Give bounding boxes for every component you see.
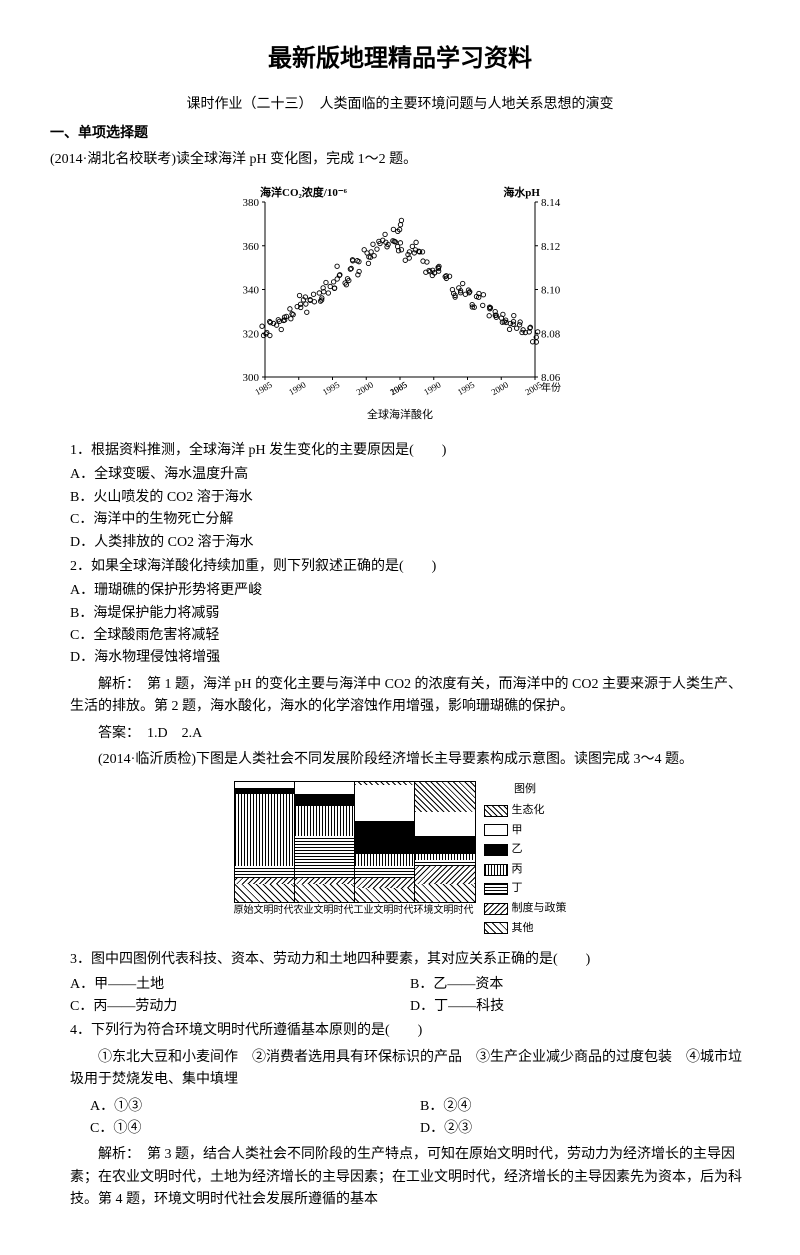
svg-text:8.10: 8.10 — [541, 284, 561, 296]
q1-option-c: C．海洋中的生物死亡分解 — [70, 509, 750, 531]
svg-text:340: 340 — [243, 284, 260, 296]
svg-text:380: 380 — [243, 197, 260, 209]
q1-option-d: D．人类排放的 CO2 溶于海水 — [70, 532, 750, 554]
stacked-bar-chart: 原始文明时代农业文明时代工业文明时代环境文明时代 图例 生态化甲乙丙丁制度与政策… — [50, 781, 750, 939]
q3-option-d: D．丁——科技 — [410, 996, 750, 1018]
q2-option-a: A．珊瑚礁的保护形势将更严峻 — [70, 580, 750, 602]
q2-option-b: B．海堤保护能力将减弱 — [70, 603, 750, 625]
svg-text:8.14: 8.14 — [541, 197, 561, 209]
question-source-2: (2014·临沂质检)下图是人类社会不同发展阶段经济增长主导要素构成示意图。读图… — [70, 749, 750, 771]
svg-text:2000: 2000 — [354, 379, 375, 397]
q2-option-c: C．全球酸雨危害将减轻 — [70, 625, 750, 647]
q2-option-d: D．海水物理侵蚀将增强 — [70, 647, 750, 669]
page-title: 最新版地理精品学习资料 — [50, 40, 750, 78]
q4-option-a: A．①③ — [90, 1096, 420, 1118]
svg-text:8.08: 8.08 — [541, 328, 561, 340]
svg-text:1995: 1995 — [321, 379, 342, 397]
answer-1: 答案： 1.D 2.A — [70, 723, 750, 745]
svg-text:海洋CO₂浓度/10⁻⁶: 海洋CO₂浓度/10⁻⁶ — [260, 185, 348, 199]
svg-text:1990: 1990 — [287, 379, 308, 397]
svg-text:2000: 2000 — [489, 379, 510, 397]
question-source-1: (2014·湖北名校联考)读全球海洋 pH 变化图，完成 1～2 题。 — [50, 149, 750, 171]
q4-option-c: C．①④ — [90, 1118, 420, 1140]
q3-option-b: B．乙——资本 — [410, 974, 750, 996]
q4-items: ①东北大豆和小麦间作 ②消费者选用具有环保标识的产品 ③生产企业减少商品的过度包… — [70, 1047, 750, 1092]
legend-title: 图例 — [484, 781, 567, 799]
svg-text:1995: 1995 — [456, 379, 477, 397]
svg-text:全球海洋酸化: 全球海洋酸化 — [367, 407, 433, 421]
q3-stem: 3．图中四图例代表科技、资本、劳动力和土地四种要素，其对应关系正确的是( ) — [70, 949, 750, 971]
q3-option-a: A．甲——土地 — [70, 974, 410, 996]
svg-text:海水pH: 海水pH — [503, 185, 540, 199]
ocean-ph-chart: 300320340360380海洋CO₂浓度/10⁻⁶8.068.088.108… — [50, 182, 750, 430]
section-heading: 一、单项选择题 — [50, 123, 750, 145]
svg-text:300: 300 — [243, 372, 260, 384]
svg-text:360: 360 — [243, 240, 260, 252]
analysis-1: 解析： 第 1 题，海洋 pH 的变化主要与海洋中 CO2 的浓度有关，而海洋中… — [70, 674, 750, 719]
q3-option-c: C．丙——劳动力 — [70, 996, 410, 1018]
q4-option-b: B．②④ — [420, 1096, 750, 1118]
q1-option-b: B．火山喷发的 CO2 溶于海水 — [70, 487, 750, 509]
svg-text:年份: 年份 — [541, 381, 561, 394]
svg-text:320: 320 — [243, 328, 260, 340]
q1-option-a: A．全球变暖、海水温度升高 — [70, 464, 750, 486]
svg-text:8.12: 8.12 — [541, 240, 560, 252]
q1-stem: 1．根据资料推测，全球海洋 pH 发生变化的主要原因是( ) — [70, 440, 750, 462]
svg-text:1985: 1985 — [388, 379, 409, 397]
svg-text:1990: 1990 — [422, 379, 443, 397]
worksheet-subtitle: 课时作业（二十三） 人类面临的主要环境问题与人地关系思想的演变 — [50, 94, 750, 116]
analysis-2: 解析： 第 3 题，结合人类社会不同阶段的生产特点，可知在原始文明时代，劳动力为… — [70, 1144, 750, 1211]
q4-stem: 4．下列行为符合环境文明时代所遵循基本原则的是( ) — [70, 1020, 750, 1042]
q2-stem: 2．如果全球海洋酸化持续加重，则下列叙述正确的是( ) — [70, 556, 750, 578]
q4-option-d: D．②③ — [420, 1118, 750, 1140]
